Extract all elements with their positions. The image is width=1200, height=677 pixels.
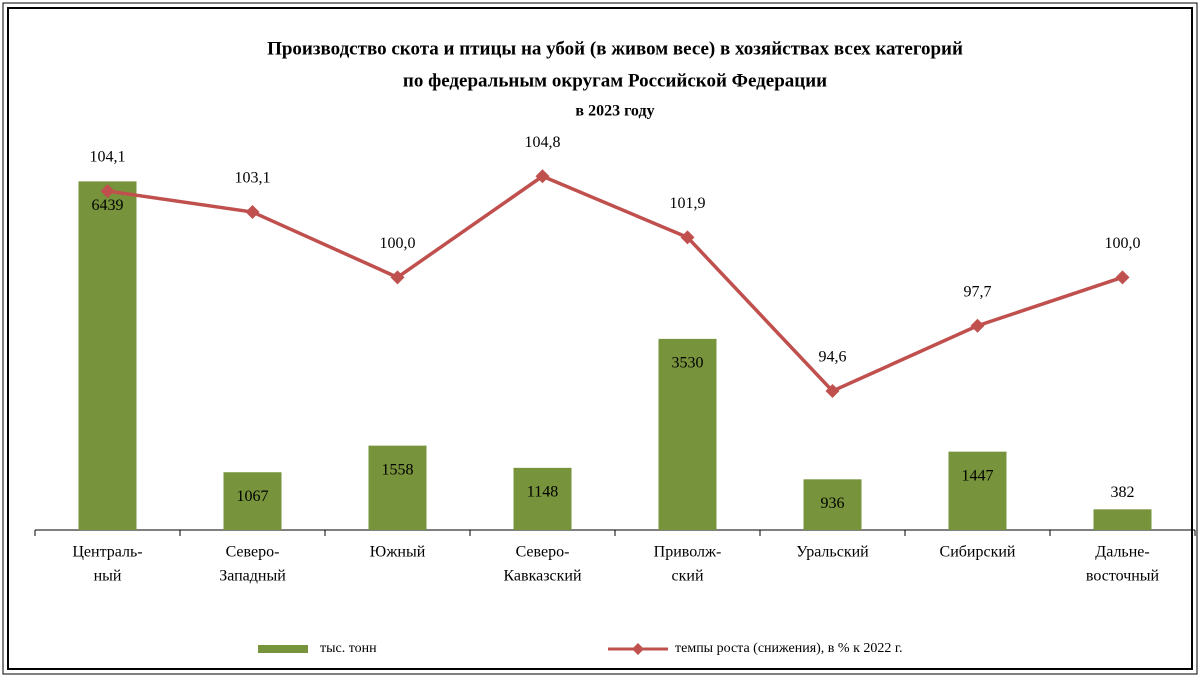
marker [535,169,550,184]
bar-label: 1558 [382,461,414,478]
marker [825,384,840,399]
bar-label: 382 [1111,484,1135,501]
legend-label: тыс. тонн [320,641,377,656]
x-tick-label: Уральский [796,544,869,561]
x-tick-label: ский [672,568,704,585]
chart-title: по федеральным округам Российской Федера… [403,70,827,91]
line-label: 100,0 [380,235,416,252]
x-tick-label: Дальне- [1095,544,1149,561]
bar-label: 3530 [672,355,704,372]
bar [948,451,1007,530]
marker [1115,270,1130,285]
chart-title: Производство скота и птицы на убой (в жи… [267,38,963,59]
marker [680,230,695,245]
line-label: 104,8 [525,134,561,151]
bar [513,467,572,530]
line [107,174,1124,394]
line-label: 97,7 [964,283,992,300]
bar-label: 1148 [527,484,558,501]
bar [1093,509,1152,530]
x-tick-label: Северо- [516,544,570,561]
bar [78,181,137,530]
x-tick-label: восточный [1086,568,1160,585]
x-tick-label: Южный [370,544,426,561]
x-tick-label: ный [94,568,122,585]
line-label: 104,1 [90,149,126,166]
line-label: 101,9 [670,195,706,212]
bar [803,479,862,530]
line-label: 103,1 [235,170,271,187]
chart-subtitle: в 2023 году [575,103,654,120]
bar [368,445,427,530]
x-tick-label: Северо- [226,544,280,561]
bar-label: 1447 [962,467,994,484]
bar-label: 1067 [237,488,269,505]
marker [390,270,405,285]
line-label: 100,0 [1105,235,1141,252]
legend-swatch [258,645,308,653]
bar [223,472,282,530]
bar-label: 6439 [92,197,124,214]
marker [970,318,985,333]
x-tick-label: Централь- [72,544,142,561]
x-tick-label: Сибирский [940,544,1016,561]
marker [245,205,260,220]
legend-marker [632,643,644,655]
frame-inner [7,7,1193,670]
bar-label: 936 [821,495,845,512]
legend-label: темпы роста (снижения), в % к 2022 г. [675,641,903,656]
x-tick-label: Западный [219,568,286,585]
bar [658,338,717,530]
line-label: 94,6 [819,349,847,366]
x-tick-label: Кавказский [503,568,582,585]
x-tick-label: Приволж- [654,544,722,561]
marker [100,184,115,199]
